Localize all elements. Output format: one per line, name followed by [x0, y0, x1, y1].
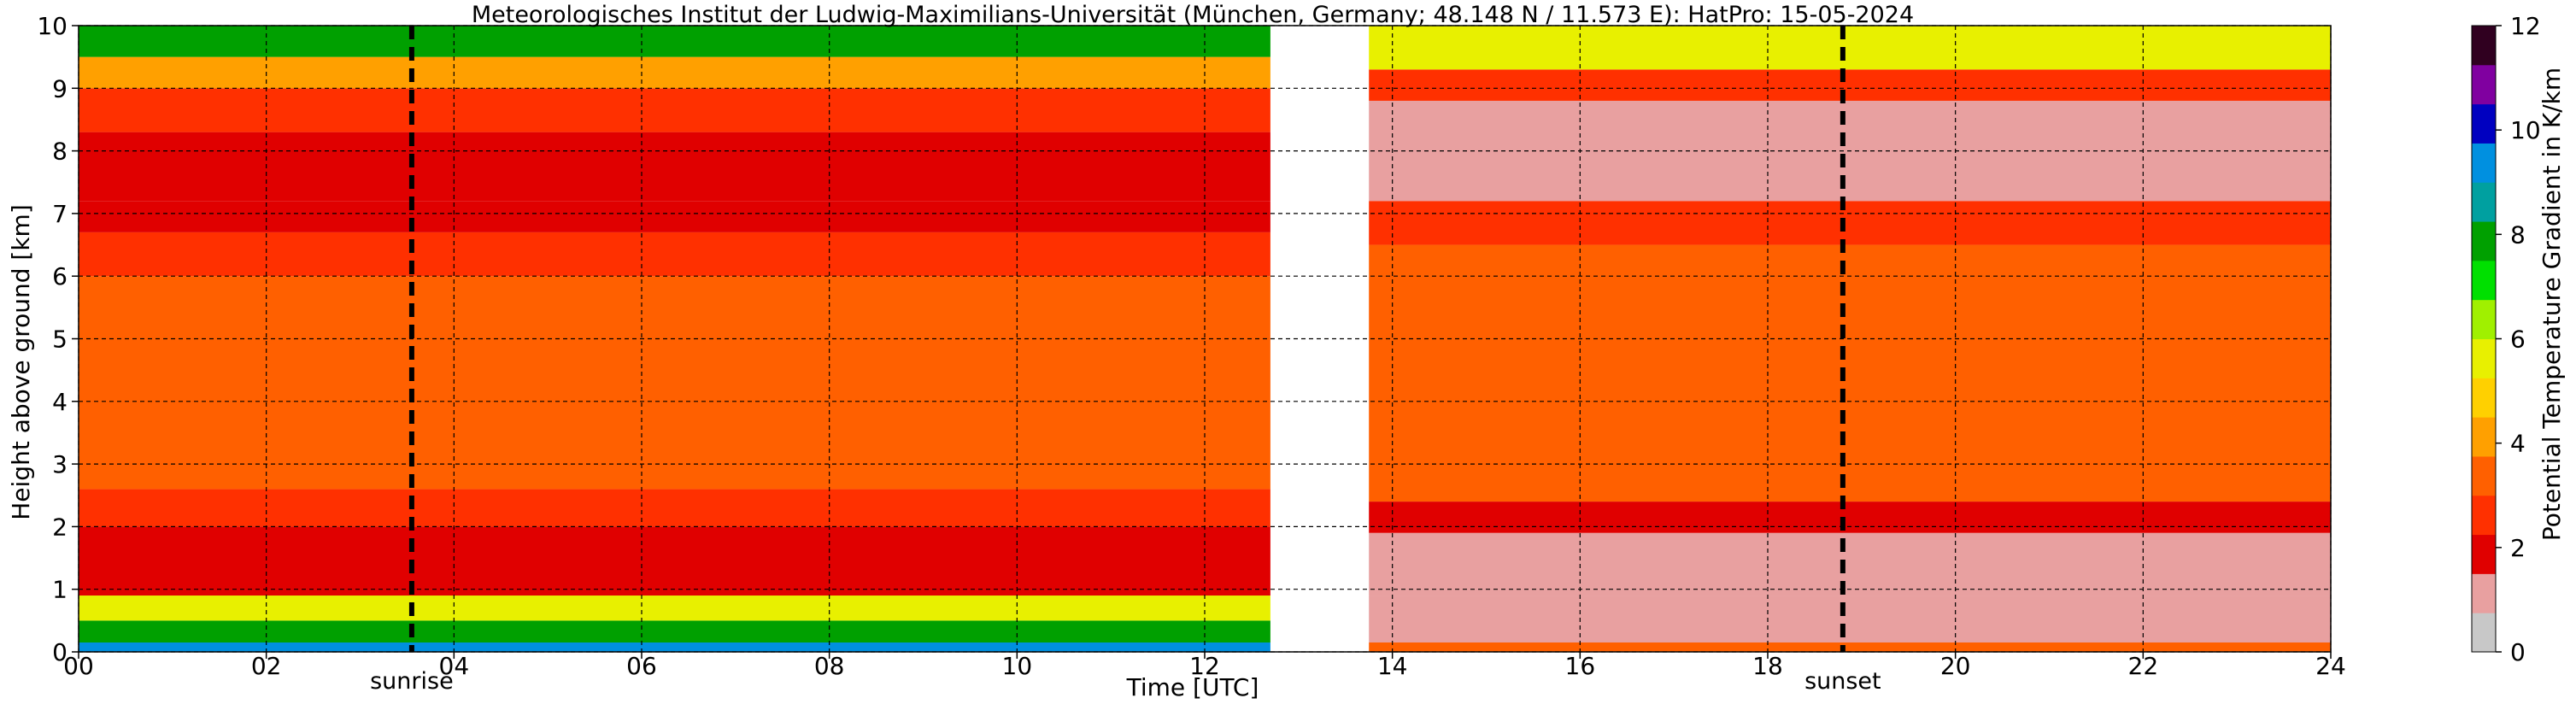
colorbar-segment	[2472, 534, 2496, 574]
colorbar-tick-label: 2	[2510, 534, 2526, 562]
x-tick-label: 14	[1377, 652, 1408, 680]
colorbar: 0 2 4 6 8 10 12	[2471, 12, 2541, 666]
heatmap-band-before-gap	[79, 232, 1270, 277]
x-tick-label: 12	[1189, 652, 1220, 680]
colorbar-tick-label: 4	[2510, 430, 2526, 458]
heatmap-band-after-gap	[1369, 642, 2331, 652]
x-tick-label: 04	[439, 652, 470, 680]
y-tick-label: 4	[52, 388, 67, 416]
heatmap-band-before-gap	[79, 132, 1270, 202]
heatmap-band-after-gap	[1369, 26, 2331, 70]
heatmap-band-before-gap	[79, 489, 1270, 527]
y-tick-label: 10	[37, 12, 67, 40]
heatmap-band-after-gap	[1369, 532, 2331, 596]
y-tick-label: 3	[52, 450, 67, 478]
heatmap-band-before-gap	[79, 642, 1270, 652]
sunset-label: sunset	[1804, 668, 1881, 695]
x-tick-label: 06	[626, 652, 657, 680]
colorbar-label: Potential Temperature Gradient in K/km	[2538, 67, 2566, 541]
colorbar-segment	[2472, 182, 2496, 222]
colorbar-segment	[2472, 338, 2496, 378]
heatmap-band-before-gap	[79, 56, 1270, 89]
x-tick-label: 22	[2128, 652, 2159, 680]
colorbar-tick-label: 12	[2510, 12, 2541, 40]
colorbar-segment	[2472, 221, 2496, 261]
x-tick-label: 16	[1565, 652, 1596, 680]
colorbar-segment	[2472, 417, 2496, 457]
colorbar-tick-label: 0	[2510, 638, 2526, 666]
heatmap-band-before-gap	[79, 88, 1270, 132]
y-axis-label: Height above ground [km]	[7, 204, 35, 520]
heatmap-band-before-gap	[79, 595, 1270, 621]
heatmap-band-after-gap	[1369, 595, 2331, 643]
heatmap-band-before-gap	[79, 276, 1270, 339]
colorbar-tick-label: 10	[2510, 116, 2541, 144]
x-tick-label: 00	[63, 652, 94, 680]
y-tick-label: 7	[52, 200, 67, 228]
y-tick-label: 9	[52, 74, 67, 103]
colorbar-segment	[2472, 260, 2496, 301]
heatmap-band-after-gap	[1369, 244, 2331, 339]
x-tick-label: 20	[1940, 652, 1971, 680]
colorbar-segment	[2472, 143, 2496, 183]
colorbar-segment	[2472, 378, 2496, 418]
heatmap-band-before-gap	[79, 338, 1270, 490]
colorbar-segment	[2472, 64, 2496, 105]
heatmap-band-before-gap	[79, 26, 1270, 57]
heatmap-band-after-gap	[1369, 338, 2331, 502]
y-tick-label: 2	[52, 513, 67, 541]
colorbar-segment	[2472, 573, 2496, 613]
colorbar-tick-label: 6	[2510, 326, 2526, 354]
x-axis-label: Time [UTC]	[1126, 673, 1259, 701]
colorbar-segment	[2472, 613, 2496, 653]
y-tick-label: 0	[52, 638, 67, 666]
x-tick-label: 24	[2315, 652, 2346, 680]
heatmap-band-before-gap	[79, 526, 1270, 596]
heatmap-band-after-gap	[1369, 201, 2331, 245]
x-tick-label: 08	[814, 652, 845, 680]
y-tick-label: 8	[52, 138, 67, 166]
heatmap-band-before-gap	[79, 620, 1270, 643]
colorbar-segment	[2472, 26, 2496, 66]
colorbar-segment	[2472, 455, 2496, 496]
chart-title: Meteorologisches Institut der Ludwig-Max…	[472, 2, 1914, 28]
sunrise-label: sunrise	[370, 668, 454, 695]
colorbar-segment	[2472, 299, 2496, 339]
heatmap-band-after-gap	[1369, 502, 2331, 533]
x-tick-label: 10	[1002, 652, 1033, 680]
colorbar-segment	[2472, 103, 2496, 144]
x-tick-label: 18	[1752, 652, 1783, 680]
y-tick-label: 1	[52, 576, 67, 604]
colorbar-segment	[2472, 495, 2496, 536]
y-tick-label: 6	[52, 262, 67, 290]
x-tick-label: 02	[251, 652, 282, 680]
colorbar-tick-label: 8	[2510, 220, 2526, 249]
y-tick-label: 5	[52, 326, 67, 354]
heatmap-band-before-gap	[79, 201, 1270, 232]
heatmap-band-after-gap	[1369, 69, 2331, 101]
